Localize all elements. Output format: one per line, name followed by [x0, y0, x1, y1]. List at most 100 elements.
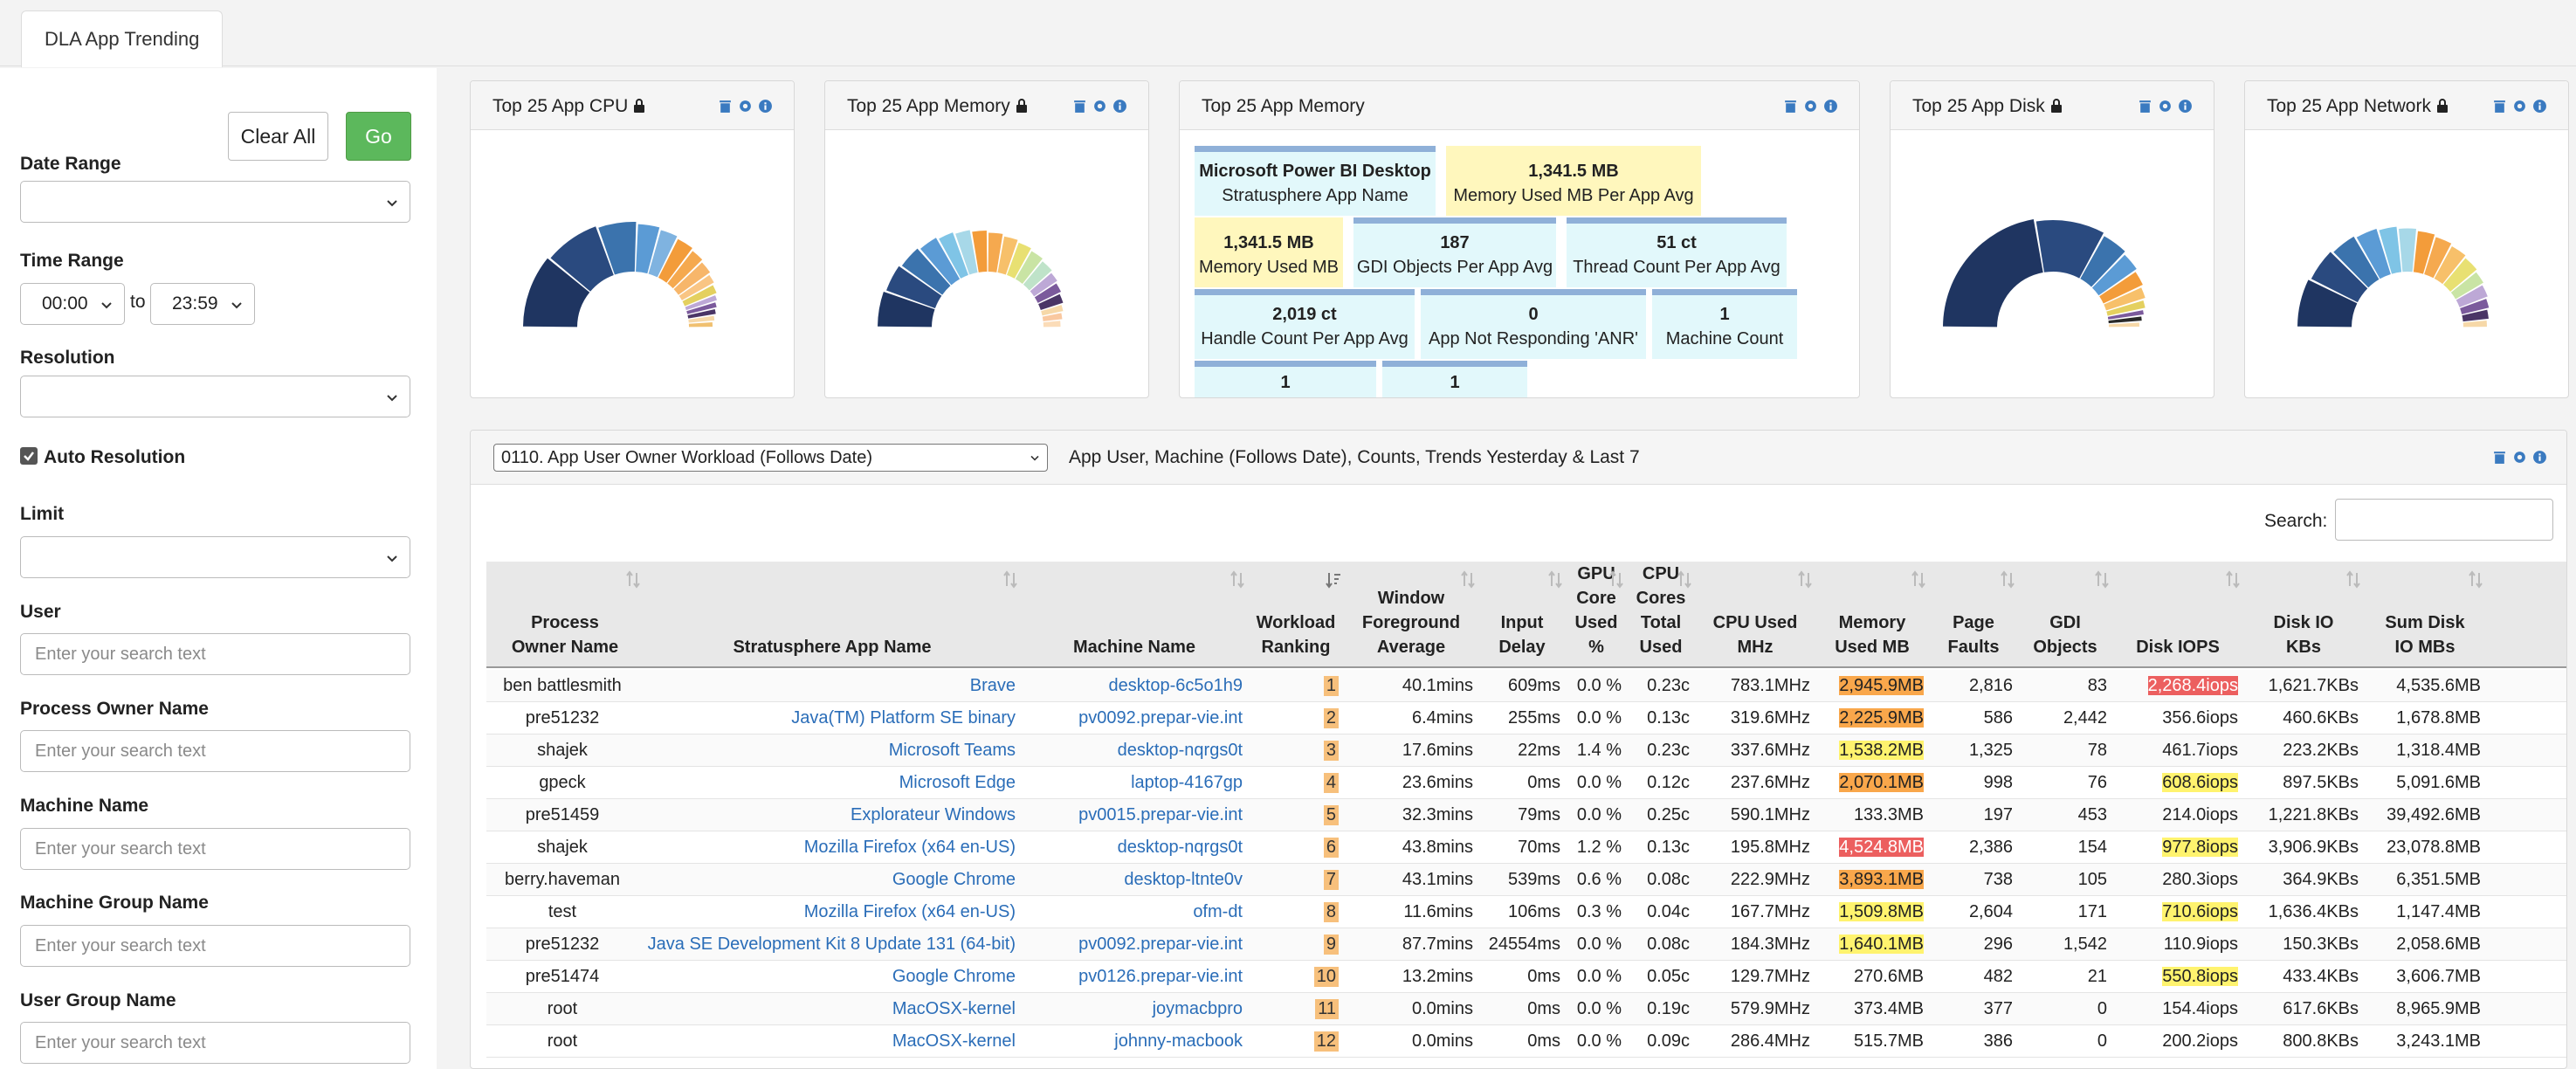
report-select[interactable]: 0110. App User Owner Workload (Follows D…	[493, 444, 1048, 472]
table-cell[interactable]: pv0015.prepar-vie.int	[1021, 805, 1243, 825]
donut-slice[interactable]	[673, 262, 711, 295]
table-cell[interactable]: MacOSX-kernel	[644, 999, 1016, 1019]
cell-value[interactable]: MacOSX-kernel	[892, 999, 1016, 1018]
donut-slice[interactable]	[2443, 258, 2477, 292]
table-row[interactable]: root MacOSX-kernel johnny-macbook 12 0.0mins…	[486, 1025, 2566, 1058]
donut-slice[interactable]	[878, 291, 935, 328]
donut-slice[interactable]	[648, 230, 678, 278]
date-range-select[interactable]	[20, 181, 410, 223]
cell-value[interactable]: Google Chrome	[892, 967, 1016, 986]
cell-value[interactable]: joymacbpro	[1152, 999, 1243, 1018]
info-icon[interactable]	[2532, 450, 2547, 465]
cell-value[interactable]: desktop-nqrgs0t	[1117, 838, 1243, 857]
table-cell[interactable]: Java SE Development Kit 8 Update 131 (64…	[644, 935, 1016, 955]
table-row[interactable]: root MacOSX-kernel joymacbpro 11 0.0mins 0ms 0…	[486, 993, 2566, 1025]
donut-slice[interactable]	[2455, 285, 2488, 307]
trash-icon[interactable]	[718, 99, 733, 114]
donut-slice[interactable]	[1042, 313, 1063, 321]
info-icon[interactable]	[758, 99, 773, 114]
gear-icon[interactable]	[738, 99, 753, 114]
table-row[interactable]: pre51474 Google Chrome pv0126.prepar-vie.i…	[486, 961, 2566, 993]
cell-value[interactable]: ofm-dt	[1193, 902, 1243, 921]
cell-value[interactable]: johnny-macbook	[1114, 1031, 1243, 1051]
cell-value[interactable]: MacOSX-kernel	[892, 1031, 1016, 1051]
donut-slice[interactable]	[598, 222, 637, 275]
info-icon[interactable]	[2178, 99, 2193, 114]
donut-slice[interactable]	[2424, 237, 2452, 279]
column-header[interactable]: Disk IO KBs	[2273, 613, 2334, 657]
donut-slice[interactable]	[920, 238, 961, 286]
donut-slice[interactable]	[523, 258, 590, 328]
table-cell[interactable]: desktop-ltnte0v	[1021, 870, 1243, 890]
column-header[interactable]: CPU Cores Total Used	[1636, 564, 1686, 657]
table-cell[interactable]: Google Chrome	[644, 870, 1016, 890]
table-cell[interactable]: Mozilla Firefox (x64 en-US)	[644, 902, 1016, 922]
table-cell[interactable]: johnny-macbook	[1021, 1031, 1243, 1052]
table-row[interactable]: pre51232 Java SE Development Kit 8 Update…	[486, 928, 2566, 961]
column-header[interactable]: Page Faults	[1947, 613, 2000, 657]
table-cell[interactable]: MacOSX-kernel	[644, 1031, 1016, 1052]
table-cell[interactable]: Java(TM) Platform SE binary	[644, 708, 1016, 728]
cell-value[interactable]: Explorateur Windows	[851, 805, 1016, 824]
time-to-select[interactable]: 23:59	[150, 283, 255, 325]
column-header[interactable]: Process Owner Name	[511, 613, 619, 657]
donut-slice[interactable]	[2462, 320, 2487, 328]
trash-icon[interactable]	[2492, 99, 2507, 114]
donut-slice[interactable]	[1030, 272, 1057, 297]
donut-slice[interactable]	[658, 238, 692, 283]
donut-slice[interactable]	[636, 224, 660, 274]
donut-slice[interactable]	[2311, 252, 2368, 303]
sort-icon[interactable]	[2467, 570, 2484, 590]
cell-value[interactable]: Java(TM) Platform SE binary	[791, 708, 1016, 728]
donut-slice[interactable]	[678, 274, 714, 300]
table-search-input[interactable]	[2335, 499, 2553, 541]
donut-slice[interactable]	[2108, 316, 2142, 324]
donut-slice[interactable]	[972, 231, 988, 272]
cell-value[interactable]: pv0092.prepar-vie.int	[1078, 935, 1243, 954]
donut-slice[interactable]	[2080, 236, 2125, 287]
column-header[interactable]: Sum Disk IO MBs	[2385, 613, 2465, 657]
column-header[interactable]: Workload Ranking	[1256, 613, 1336, 657]
donut-slice[interactable]	[955, 230, 978, 275]
trash-icon[interactable]	[1072, 99, 1087, 114]
trash-icon[interactable]	[2492, 450, 2507, 465]
donut-slice[interactable]	[2462, 309, 2489, 322]
table-row[interactable]: gpeck Microsoft Edge laptop-4167gp 4 23.6min…	[486, 767, 2566, 799]
cell-value[interactable]: Mozilla Firefox (x64 en-US)	[803, 902, 1016, 921]
donut-slice[interactable]	[686, 302, 717, 314]
cell-value[interactable]: laptop-4167gp	[1131, 773, 1243, 792]
cell-value[interactable]: Java SE Development Kit 8 Update 131 (64…	[647, 935, 1016, 954]
table-row[interactable]: berry.haveman Google Chrome desktop-ltnte0…	[486, 864, 2566, 896]
sort-desc-icon[interactable]	[1325, 570, 1342, 590]
gear-icon[interactable]	[2158, 99, 2173, 114]
donut-slice[interactable]	[688, 315, 715, 323]
donut-slice[interactable]	[2108, 322, 2139, 328]
sort-icon[interactable]	[1910, 570, 1927, 590]
donut-slice[interactable]	[1023, 261, 1052, 291]
donut-slice[interactable]	[2035, 220, 2104, 279]
info-icon[interactable]	[1823, 99, 1838, 114]
cell-value[interactable]: desktop-nqrgs0t	[1117, 741, 1243, 760]
table-row[interactable]: shajek Microsoft Teams desktop-nqrgs0t 3 17.…	[486, 735, 2566, 767]
donut-slice[interactable]	[1038, 293, 1064, 311]
table-row[interactable]: ben battlesmith Brave desktop-6c5o1h9 1 40.1…	[486, 670, 2566, 702]
donut-slice[interactable]	[550, 226, 614, 292]
table-cell[interactable]: Microsoft Teams	[644, 741, 1016, 761]
donut-slice[interactable]	[1034, 283, 1062, 303]
machine-name-search-input[interactable]	[20, 828, 410, 870]
cell-value[interactable]: Microsoft Teams	[888, 741, 1016, 760]
sort-icon[interactable]	[2224, 570, 2242, 590]
cell-value[interactable]: Google Chrome	[892, 870, 1016, 889]
donut-slice[interactable]	[688, 321, 713, 328]
sort-icon[interactable]	[624, 570, 642, 590]
donut-slice[interactable]	[2091, 254, 2137, 296]
go-button[interactable]: Go	[346, 112, 411, 161]
donut-slice[interactable]	[988, 232, 1003, 272]
process-owner-search-input[interactable]	[20, 730, 410, 772]
donut-slice[interactable]	[1015, 251, 1043, 284]
table-cell[interactable]: pv0092.prepar-vie.int	[1021, 935, 1243, 955]
sort-icon[interactable]	[1546, 570, 1564, 590]
donut-slice[interactable]	[2297, 279, 2358, 328]
resolution-select[interactable]	[20, 376, 410, 417]
table-cell[interactable]: desktop-nqrgs0t	[1021, 838, 1243, 858]
